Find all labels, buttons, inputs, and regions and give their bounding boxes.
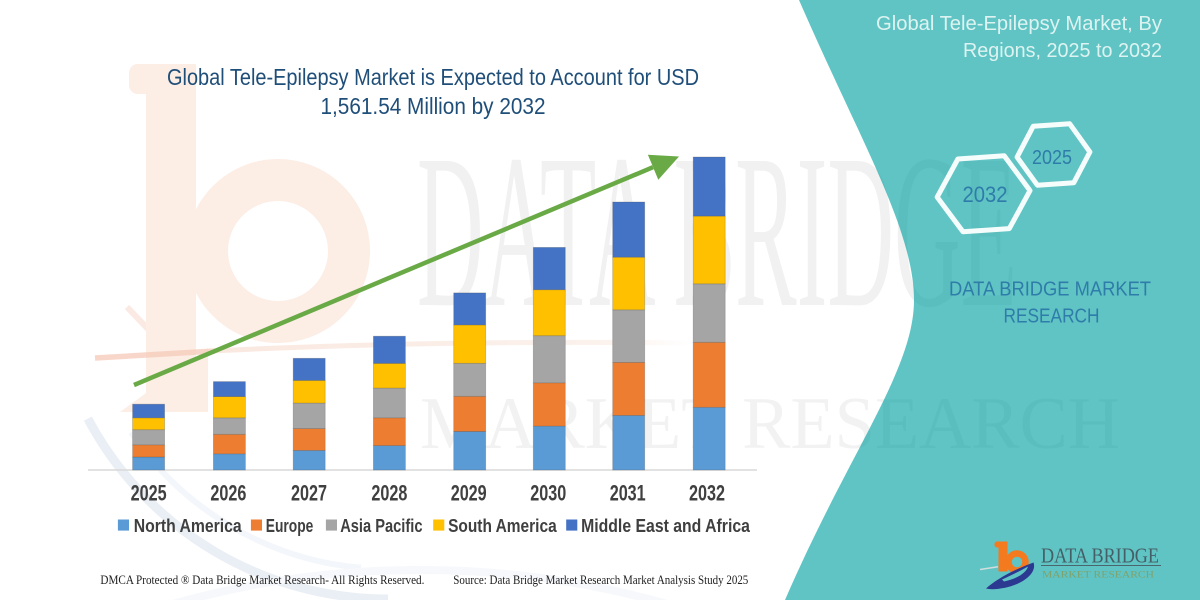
svg-text:Asia Pacific: Asia Pacific	[340, 516, 422, 536]
svg-text:Middle East and Africa: Middle East and Africa	[581, 516, 751, 536]
svg-text:North America: North America	[134, 516, 243, 536]
svg-text:2026: 2026	[210, 481, 246, 506]
svg-text:2029: 2029	[451, 481, 487, 506]
svg-text:2025: 2025	[1032, 147, 1072, 169]
svg-text:2025: 2025	[131, 481, 167, 506]
svg-text:DMCA Protected ® Data Bridge M: DMCA Protected ® Data Bridge Market Rese…	[100, 573, 424, 587]
svg-text:2032: 2032	[689, 481, 725, 506]
svg-text:Global Tele-Epilepsy Market, B: Global Tele-Epilepsy Market, By	[876, 13, 1162, 35]
svg-text:Europe: Europe	[266, 516, 314, 536]
svg-text:2032: 2032	[963, 182, 1008, 207]
svg-text:RESEARCH: RESEARCH	[1004, 306, 1100, 328]
svg-text:Source: Data Bridge Market Res: Source: Data Bridge Market Research Mark…	[453, 573, 748, 587]
svg-text:2030: 2030	[530, 481, 566, 506]
svg-text:1,561.54 Million by 2032: 1,561.54 Million by 2032	[321, 93, 546, 119]
svg-text:2027: 2027	[291, 481, 327, 506]
svg-text:2028: 2028	[371, 481, 407, 506]
svg-text:Regions, 2025 to 2032: Regions, 2025 to 2032	[963, 40, 1162, 62]
svg-text:South America: South America	[448, 516, 557, 536]
svg-text:Global Tele-Epilepsy Market is: Global Tele-Epilepsy Market is Expected …	[167, 64, 699, 90]
svg-text:MARKET RESEARCH: MARKET RESEARCH	[1042, 570, 1155, 580]
svg-text:DATA BRIDGE: DATA BRIDGE	[1041, 544, 1159, 568]
svg-text:2031: 2031	[610, 481, 646, 506]
svg-text:DATA BRIDGE MARKET: DATA BRIDGE MARKET	[949, 279, 1151, 301]
